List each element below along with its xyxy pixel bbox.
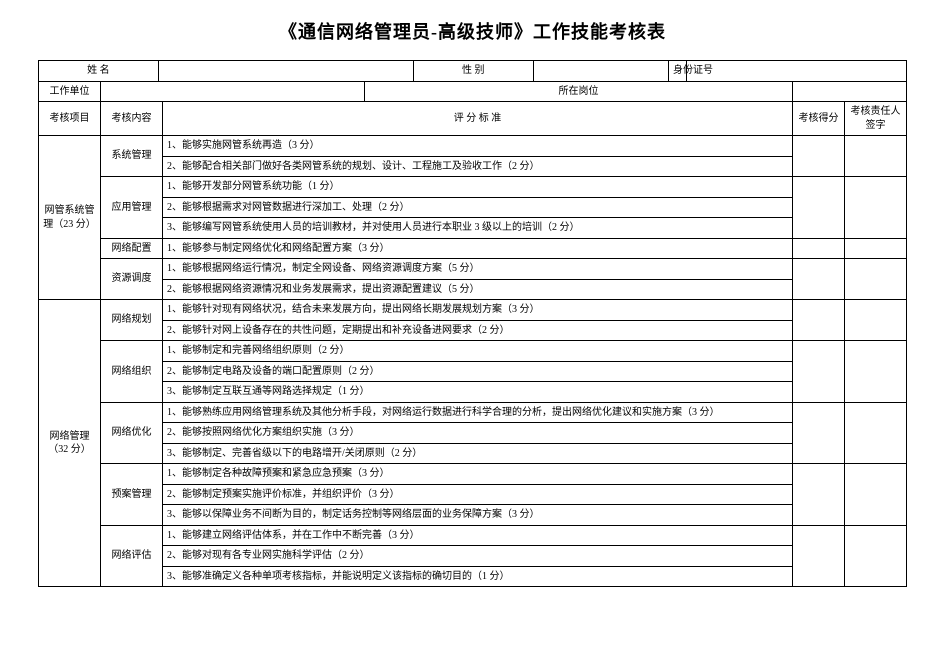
- signer-cell[interactable]: [845, 238, 907, 259]
- table-row: 3、能够以保障业务不间断为目的，制定话务控制等网络层面的业务保障方案（3 分）: [39, 505, 907, 526]
- table-row: 2、能够对现有各专业网实施科学评估（2 分）: [39, 546, 907, 567]
- criteria-cell: 3、能够以保障业务不间断为目的，制定话务控制等网络层面的业务保障方案（3 分）: [163, 505, 793, 526]
- criteria-cell: 2、能够制定电路及设备的端口配置原则（2 分）: [163, 361, 793, 382]
- criteria-cell: 2、能够制定预案实施评价标准，并组织评价（3 分）: [163, 484, 793, 505]
- criteria-cell: 3、能够制定、完善省级以下的电路增开/关闭原则（2 分）: [163, 443, 793, 464]
- table-row: 3、能够制定互联互通等网路选择规定（1 分）: [39, 382, 907, 403]
- gender-value[interactable]: [533, 61, 668, 82]
- criteria-cell: 2、能够对现有各专业网实施科学评估（2 分）: [163, 546, 793, 567]
- criteria-cell: 1、能够针对现有网络状况，结合未来发展方向，提出网络长期发展规划方案（3 分）: [163, 300, 793, 321]
- section-cell: 网络管理（32 分）: [39, 300, 101, 587]
- criteria-cell: 3、能够制定互联互通等网路选择规定（1 分）: [163, 382, 793, 403]
- criteria-cell: 1、能够建立网络评估体系，并在工作中不断完善（3 分）: [163, 525, 793, 546]
- signer-cell[interactable]: [845, 300, 907, 341]
- criteria-cell: 1、能够根据网络运行情况，制定全网设备、网络资源调度方案（5 分）: [163, 259, 793, 280]
- col-criteria: 评 分 标 准: [163, 102, 793, 136]
- table-row: 2、能够配合相关部门做好各类网管系统的规划、设计、工程施工及验收工作（2 分）: [39, 156, 907, 177]
- criteria-cell: 2、能够配合相关部门做好各类网管系统的规划、设计、工程施工及验收工作（2 分）: [163, 156, 793, 177]
- table-row: 网络优化1、能够熟练应用网络管理系统及其他分析手段，对网络运行数据进行科学合理的…: [39, 402, 907, 423]
- table-row: 2、能够根据需求对网管数据进行深加工、处理（2 分）: [39, 197, 907, 218]
- subject-cell: 网络规划: [101, 300, 163, 341]
- table-row: 2、能够按照网络优化方案组织实施（3 分）: [39, 423, 907, 444]
- criteria-cell: 1、能够实施网管系统再造（3 分）: [163, 136, 793, 157]
- col-subject: 考核内容: [101, 102, 163, 136]
- col-section: 考核项目: [39, 102, 101, 136]
- score-cell[interactable]: [793, 300, 845, 341]
- criteria-cell: 2、能够按照网络优化方案组织实施（3 分）: [163, 423, 793, 444]
- table-row: 预案管理1、能够制定各种故障预案和紧急应急预案（3 分）: [39, 464, 907, 485]
- subject-cell: 网络优化: [101, 402, 163, 464]
- table-row: 3、能够制定、完善省级以下的电路增开/关闭原则（2 分）: [39, 443, 907, 464]
- table-row: 2、能够制定电路及设备的端口配置原则（2 分）: [39, 361, 907, 382]
- name-value[interactable]: [158, 61, 413, 82]
- subject-cell: 预案管理: [101, 464, 163, 526]
- signer-cell[interactable]: [845, 525, 907, 587]
- table-row: 考核项目 考核内容 评 分 标 准 考核得分 考核责任人签字: [39, 102, 907, 136]
- table-row: 网络组织1、能够制定和完善网络组织原则（2 分）: [39, 341, 907, 362]
- table-row: 3、能够准确定义各种单项考核指标，并能说明定义该指标的确切目的（1 分）: [39, 566, 907, 587]
- subject-cell: 应用管理: [101, 177, 163, 239]
- post-label: 所在岗位: [365, 81, 793, 102]
- id-label: 身份证号: [668, 61, 686, 82]
- score-cell[interactable]: [793, 177, 845, 239]
- signer-cell[interactable]: [845, 464, 907, 526]
- criteria-cell: 3、能够准确定义各种单项考核指标，并能说明定义该指标的确切目的（1 分）: [163, 566, 793, 587]
- criteria-cell: 1、能够制定各种故障预案和紧急应急预案（3 分）: [163, 464, 793, 485]
- subject-cell: 网络配置: [101, 238, 163, 259]
- criteria-cell: 1、能够熟练应用网络管理系统及其他分析手段，对网络运行数据进行科学合理的分析，提…: [163, 402, 793, 423]
- gender-label: 性 别: [413, 61, 533, 82]
- col-signer: 考核责任人签字: [845, 102, 907, 136]
- table-row: 2、能够制定预案实施评价标准，并组织评价（3 分）: [39, 484, 907, 505]
- subject-cell: 网络评估: [101, 525, 163, 587]
- criteria-cell: 1、能够开发部分网管系统功能（1 分）: [163, 177, 793, 198]
- org-value[interactable]: [101, 81, 365, 102]
- table-row: 2、能够针对网上设备存在的共性问题，定期提出和补充设备进网要求（2 分）: [39, 320, 907, 341]
- id-value[interactable]: [686, 61, 906, 82]
- criteria-cell: 1、能够制定和完善网络组织原则（2 分）: [163, 341, 793, 362]
- page-title: 《通信网络管理员-高级技师》工作技能考核表: [38, 18, 907, 44]
- assessment-table-body: 工作单位 所在岗位 考核项目 考核内容 评 分 标 准 考核得分 考核责任人签字…: [38, 81, 907, 588]
- assessment-table: 姓 名 性 别 身份证号: [38, 60, 907, 82]
- signer-cell[interactable]: [845, 136, 907, 177]
- table-row: 网络评估1、能够建立网络评估体系，并在工作中不断完善（3 分）: [39, 525, 907, 546]
- signer-cell[interactable]: [845, 341, 907, 403]
- signer-cell[interactable]: [845, 259, 907, 300]
- signer-cell[interactable]: [845, 177, 907, 239]
- criteria-cell: 2、能够针对网上设备存在的共性问题，定期提出和补充设备进网要求（2 分）: [163, 320, 793, 341]
- criteria-cell: 3、能够编写网管系统使用人员的培训教材，并对使用人员进行本职业 3 级以上的培训…: [163, 218, 793, 239]
- name-label: 姓 名: [39, 61, 159, 82]
- subject-cell: 网络组织: [101, 341, 163, 403]
- col-score: 考核得分: [793, 102, 845, 136]
- table-row: 网络管理（32 分）网络规划1、能够针对现有网络状况，结合未来发展方向，提出网络…: [39, 300, 907, 321]
- score-cell[interactable]: [793, 136, 845, 177]
- table-row: 应用管理1、能够开发部分网管系统功能（1 分）: [39, 177, 907, 198]
- score-cell[interactable]: [793, 402, 845, 464]
- subject-cell: 资源调度: [101, 259, 163, 300]
- table-row: 姓 名 性 别 身份证号: [39, 61, 907, 82]
- table-row: 资源调度1、能够根据网络运行情况，制定全网设备、网络资源调度方案（5 分）: [39, 259, 907, 280]
- score-cell[interactable]: [793, 341, 845, 403]
- table-row: 网管系统管理（23 分）系统管理1、能够实施网管系统再造（3 分）: [39, 136, 907, 157]
- table-row: 3、能够编写网管系统使用人员的培训教材，并对使用人员进行本职业 3 级以上的培训…: [39, 218, 907, 239]
- post-value[interactable]: [793, 81, 907, 102]
- table-row: 工作单位 所在岗位: [39, 81, 907, 102]
- score-cell[interactable]: [793, 259, 845, 300]
- score-cell[interactable]: [793, 525, 845, 587]
- subject-cell: 系统管理: [101, 136, 163, 177]
- score-cell[interactable]: [793, 238, 845, 259]
- score-cell[interactable]: [793, 464, 845, 526]
- table-row: 网络配置1、能够参与制定网络优化和网络配置方案（3 分）: [39, 238, 907, 259]
- table-row: 2、能够根据网络资源情况和业务发展需求，提出资源配置建议（5 分）: [39, 279, 907, 300]
- section-cell: 网管系统管理（23 分）: [39, 136, 101, 300]
- criteria-cell: 2、能够根据需求对网管数据进行深加工、处理（2 分）: [163, 197, 793, 218]
- org-label: 工作单位: [39, 81, 101, 102]
- criteria-cell: 1、能够参与制定网络优化和网络配置方案（3 分）: [163, 238, 793, 259]
- criteria-cell: 2、能够根据网络资源情况和业务发展需求，提出资源配置建议（5 分）: [163, 279, 793, 300]
- signer-cell[interactable]: [845, 402, 907, 464]
